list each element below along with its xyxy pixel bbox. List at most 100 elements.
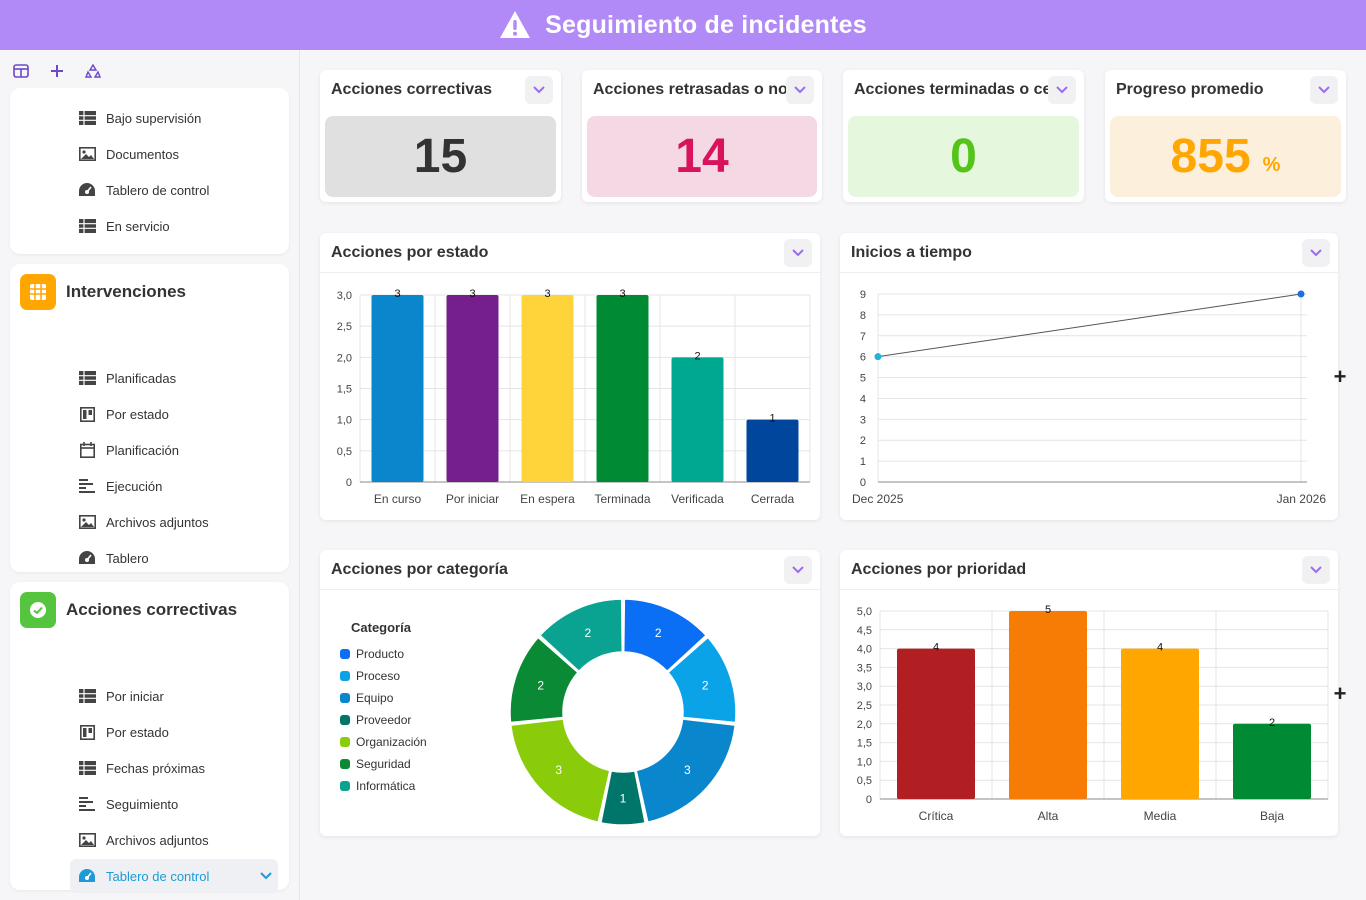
bar-chart-prioridad: 0 0,5 1,0 1,5 2,0 2,5 3,0 3,5 4,0 4,5 5,0 4 Crítica 5… — [857, 604, 1329, 823]
kpi-value-box: 855 % — [1110, 116, 1341, 197]
group-header[interactable]: Acciones correctivas — [20, 592, 237, 628]
bar[interactable] — [521, 295, 574, 482]
panel-title: Inicios a tiempo — [851, 244, 972, 261]
gantt-icon — [78, 795, 96, 813]
kpi-value-box: 0 — [848, 116, 1079, 197]
legend-item[interactable]: Producto — [340, 643, 427, 665]
table-icon — [78, 369, 96, 387]
sidebar-item[interactable]: Tablero de control — [70, 859, 278, 893]
y-tick-label: 2,0 — [857, 719, 872, 731]
sidebar: Bajo supervisión Documentos Tablero de con… — [0, 50, 300, 900]
legend-item[interactable]: Seguridad — [340, 753, 427, 775]
x-tick-label: Alta — [1038, 809, 1059, 823]
chevron-down-icon[interactable] — [1302, 556, 1330, 584]
calendar-icon — [78, 441, 96, 459]
sidebar-item[interactable]: Planificación — [70, 433, 278, 467]
sidebar-item-label: Archivos adjuntos — [106, 514, 209, 530]
app-title: Seguimiento de incidentes — [545, 10, 867, 39]
y-tick-label: 1,5 — [337, 384, 352, 396]
data-point[interactable] — [874, 353, 882, 361]
bar[interactable] — [446, 295, 499, 482]
sidebar-item[interactable]: Archivos adjuntos — [70, 505, 278, 539]
grid-icon — [20, 274, 56, 310]
legend-swatch — [340, 781, 350, 791]
sidebar-item[interactable]: En servicio — [70, 209, 278, 243]
sidebar-item[interactable]: Por iniciar — [70, 895, 278, 900]
chevron-down-icon[interactable] — [786, 76, 814, 104]
layout-icon[interactable] — [8, 58, 34, 84]
chevron-down-icon[interactable] — [784, 239, 812, 267]
y-tick-label: 1 — [860, 456, 866, 468]
chevron-down-icon[interactable] — [1048, 76, 1076, 104]
panel-header: Inicios a tiempo — [840, 233, 1338, 273]
sidebar-item[interactable]: Ejecución — [70, 469, 278, 503]
legend-item[interactable]: Informática — [340, 775, 427, 797]
bar[interactable] — [1121, 648, 1199, 799]
data-point[interactable] — [1297, 290, 1305, 298]
add-widget-button[interactable]: + — [1333, 681, 1347, 706]
bar[interactable] — [746, 419, 799, 482]
legend-item[interactable]: Equipo — [340, 687, 427, 709]
sidebar-item[interactable]: Por estado — [70, 397, 278, 431]
sidebar-item[interactable]: Archivos adjuntos — [70, 823, 278, 857]
sidebar-item-label: Tablero — [106, 550, 149, 566]
legend-swatch — [340, 671, 350, 681]
sidebar-item[interactable]: Tablero — [70, 541, 278, 575]
chevron-down-icon[interactable] — [525, 76, 553, 104]
sidebar-item[interactable]: Fechas próximas — [70, 751, 278, 785]
sidebar-item[interactable]: Documentos — [70, 137, 278, 171]
slice-label: 1 — [620, 792, 627, 806]
slice-label: 2 — [584, 626, 591, 640]
sidebar-item[interactable]: Tablero de control — [70, 173, 278, 207]
legend-label: Seguridad — [356, 757, 411, 771]
sidebar-item-label: Documentos — [106, 146, 179, 162]
sidebar-item[interactable]: Seguimiento — [70, 787, 278, 821]
plus-icon[interactable] — [44, 58, 70, 84]
table-icon — [78, 759, 96, 777]
sidebar-item-label: Por estado — [106, 724, 169, 740]
sidebar-item-label: Por iniciar — [106, 688, 164, 704]
pie-slice[interactable] — [538, 598, 624, 673]
y-tick-label: 3,0 — [857, 681, 872, 693]
pie-slice[interactable] — [509, 718, 611, 824]
pie-slice[interactable] — [622, 598, 708, 673]
bar[interactable] — [596, 295, 649, 482]
chevron-down-icon[interactable] — [784, 556, 812, 584]
add-widget-button[interactable]: + — [1333, 364, 1347, 389]
recycle-icon[interactable] — [80, 58, 106, 84]
bar[interactable] — [671, 357, 724, 482]
sidebar-item[interactable]: Bajo supervisión — [70, 101, 278, 135]
legend-item[interactable]: Proveedor — [340, 709, 427, 731]
kpi-acciones-correctivas: Acciones correctivas 15 — [320, 70, 561, 202]
legend-item[interactable]: Proceso — [340, 665, 427, 687]
pie-slice[interactable] — [667, 636, 737, 724]
sidebar-item-label: Fechas próximas — [106, 760, 205, 776]
chevron-down-icon[interactable] — [1310, 76, 1338, 104]
chevron-down-icon[interactable] — [1302, 239, 1330, 267]
pie-slice[interactable] — [599, 769, 647, 826]
sidebar-item[interactable]: Planificadas — [70, 361, 278, 395]
sidebar-group-intervenciones: Intervenciones Planificadas Por estado Pla… — [10, 264, 289, 602]
sidebar-item-label: Planificadas — [106, 370, 177, 386]
sidebar-item-label: Planificación — [106, 442, 179, 458]
group-title: Acciones correctivas — [66, 600, 238, 619]
panel-header: Acciones por categoría — [320, 550, 820, 590]
chevron-down-icon[interactable] — [260, 868, 272, 883]
legend-label: Informática — [356, 779, 416, 793]
legend-item[interactable]: Organización — [340, 731, 427, 753]
x-tick-label: Media — [1144, 809, 1177, 823]
sidebar-item[interactable]: Por estado — [70, 715, 278, 749]
pie-slice[interactable] — [509, 636, 579, 724]
sidebar-item[interactable]: Por iniciar — [70, 679, 278, 713]
bar-chart-estado: 0 0,5 1,0 1,5 2,0 2,5 3,0 3 En curso 3 Por iniciar… — [337, 288, 811, 506]
warning-icon — [500, 11, 531, 38]
pie-slice[interactable] — [635, 718, 737, 824]
series-line — [877, 293, 1302, 358]
bar[interactable] — [1009, 611, 1087, 799]
kpi-value-box: 14 — [587, 116, 817, 197]
group-header[interactable]: Intervenciones — [20, 274, 186, 310]
bar[interactable] — [1233, 723, 1311, 799]
bar[interactable] — [897, 648, 975, 799]
y-tick-label: 3 — [860, 414, 866, 426]
bar[interactable] — [371, 295, 424, 482]
